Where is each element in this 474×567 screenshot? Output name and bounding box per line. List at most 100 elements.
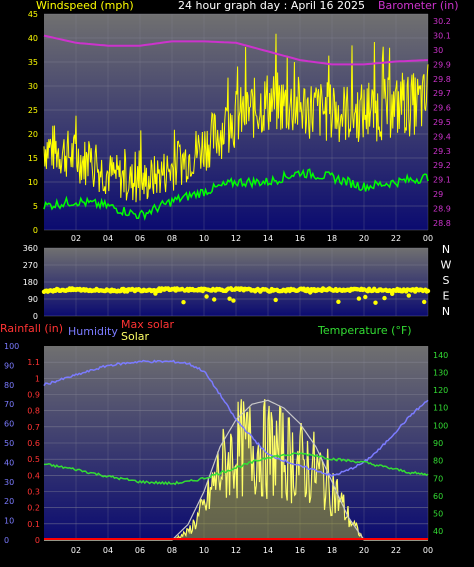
panel1-hour-labels: 02 04 06 08 10 12 14 16 18 20 22 00 <box>71 234 433 243</box>
temperature-tick: 50 <box>433 510 443 519</box>
temperature-tick: 90 <box>433 439 443 448</box>
barometer-tick: 28.8 <box>433 219 451 228</box>
direction-point <box>390 291 395 296</box>
direction-point <box>363 294 368 300</box>
humidity-tick: 60 <box>4 420 14 429</box>
barometer-tick: 29.8 <box>433 75 451 84</box>
direction-tick: 180 <box>23 278 38 287</box>
humidity-tick: 20 <box>4 497 14 506</box>
hour-tick: 18 <box>327 234 337 243</box>
direction-tick: 90 <box>28 295 38 304</box>
barometer-tick: 29.2 <box>433 161 451 170</box>
barometer-tick: 29.1 <box>433 176 451 185</box>
hour-tick: 12 <box>231 234 241 243</box>
direction-point <box>425 288 431 294</box>
hour-tick: 18 <box>327 546 337 555</box>
hour-tick: 20 <box>359 546 369 555</box>
hour-tick: 02 <box>71 546 81 555</box>
windspeed-tick: 40 <box>28 34 38 43</box>
windspeed-tick: 30 <box>28 82 38 91</box>
humidity-tick: 90 <box>4 361 14 370</box>
rainfall-tick: 1 <box>35 374 40 383</box>
compass-label: N <box>442 243 450 256</box>
legend-temperature: Temperature (°F) <box>317 324 412 337</box>
hour-tick: 16 <box>295 234 305 243</box>
rainfall-tick: 1.1 <box>27 358 40 367</box>
humidity-tick: 50 <box>4 439 14 448</box>
direction-point <box>382 295 387 301</box>
direction-tick: 0 <box>33 312 38 321</box>
direction-tick: 270 <box>23 261 38 270</box>
humidity-tick: 70 <box>4 400 14 409</box>
hour-tick: 00 <box>423 546 433 555</box>
windspeed-tick: 10 <box>28 178 38 187</box>
humidity-temp-series <box>43 359 429 541</box>
direction-point <box>212 297 217 302</box>
wind-direction-gridlines <box>44 247 429 317</box>
compass-label: E <box>443 290 450 303</box>
direction-tick: 360 <box>23 244 38 253</box>
barometer-tick: 29.6 <box>433 104 451 113</box>
hour-tick: 04 <box>103 546 113 555</box>
legend-max-solar: Max solar <box>121 318 174 331</box>
rainfall-tick: 0.6 <box>27 439 40 448</box>
barometer-line <box>43 34 429 66</box>
rainfall-tick: 0 <box>35 536 40 545</box>
barometer-tick: 30 <box>433 46 443 55</box>
windspeed-tick: 5 <box>33 202 38 211</box>
rainfall-tick: 0.4 <box>27 471 40 480</box>
panel3-hour-labels: 02 04 06 08 10 12 14 16 18 20 22 00 <box>71 546 433 555</box>
windspeed-tick: 15 <box>28 154 38 163</box>
humidity-tick: 80 <box>4 381 14 390</box>
temperature-tick: 80 <box>433 457 443 466</box>
barometer-axis-title: Barometer (in) <box>378 0 459 12</box>
humidity-tick: 10 <box>4 517 14 526</box>
temperature-tick: 140 <box>433 351 448 360</box>
hour-tick: 10 <box>199 546 209 555</box>
barometer-tick: 29.9 <box>433 60 451 69</box>
rainfall-tick: 0.9 <box>27 391 40 400</box>
humidity-tick: 100 <box>4 342 19 351</box>
hour-tick: 02 <box>71 234 81 243</box>
windspeed-axis-title: Windspeed (mph) <box>36 0 134 12</box>
legend-rainfall: Rainfall (in) <box>0 322 63 335</box>
temperature-tick: 70 <box>433 474 443 483</box>
hour-tick: 14 <box>263 546 273 555</box>
barometer-tick: 29.7 <box>433 89 451 98</box>
barometer-tick: 29.5 <box>433 118 451 127</box>
direction-point <box>181 300 186 305</box>
temperature-tick: 110 <box>433 404 448 413</box>
humidity-tick: 30 <box>4 478 14 487</box>
compass-label: W <box>441 259 452 272</box>
temperature-tick: 40 <box>433 527 443 536</box>
barometer-tick: 30.2 <box>433 17 451 26</box>
direction-point <box>204 294 209 299</box>
direction-point <box>422 299 427 305</box>
temperature-tick: 120 <box>433 386 448 395</box>
direction-point <box>231 298 236 303</box>
windspeed-tick: 20 <box>28 130 38 139</box>
rainfall-tick-labels: 1.1 1 0.9 0.8 0.7 0.6 0.5 0.4 0.3 0.2 0.1 0 <box>27 358 40 545</box>
windspeed-tick: 0 <box>33 226 38 235</box>
humidity-tick: 0 <box>4 536 9 545</box>
barometer-tick: 30.1 <box>433 32 451 41</box>
graph-title: 24 hour graph day : April 16 2025 <box>178 0 365 12</box>
temperature-tick: 130 <box>433 368 448 377</box>
hour-tick: 06 <box>135 546 145 555</box>
rainfall-tick: 0.8 <box>27 407 40 416</box>
windspeed-line <box>43 33 429 203</box>
direction-point <box>373 300 378 305</box>
barometer-tick: 28.9 <box>433 204 451 213</box>
barometer-tick: 29.4 <box>433 132 451 141</box>
hour-tick: 04 <box>103 234 113 243</box>
compass-label: N <box>442 305 450 318</box>
rainfall-tick: 0.1 <box>27 520 40 529</box>
temperature-line <box>44 452 429 486</box>
temperature-tick: 60 <box>433 492 443 501</box>
legend-humidity: Humidity <box>68 325 118 338</box>
windspeed-tick: 35 <box>28 58 38 67</box>
wind-average-line <box>43 168 429 221</box>
rainfall-tick: 0.2 <box>27 504 40 513</box>
